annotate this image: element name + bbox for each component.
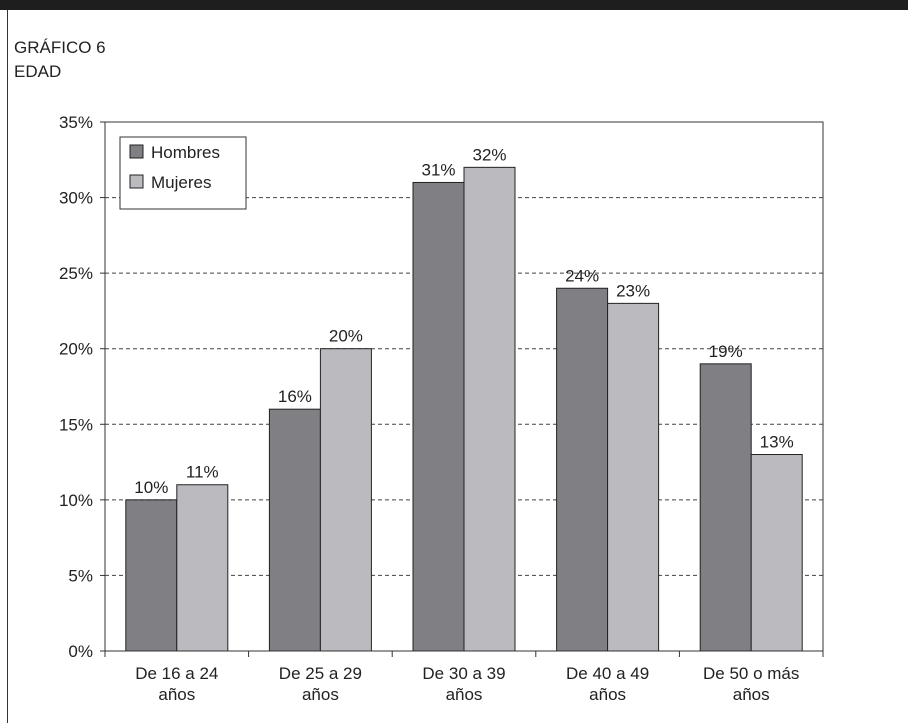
data-label: 13% [760,433,794,452]
x-category-label: años [589,685,626,704]
figure-label: GRÁFICO 6 [14,38,106,57]
data-label: 32% [472,145,506,164]
data-label: 23% [616,281,650,300]
bar-mujeres [463,166,516,652]
y-tick-label: 35% [59,113,93,132]
top-border-bar [0,0,908,10]
x-category-label: De 50 o más [703,664,799,683]
x-category-label: De 40 a 49 [566,664,649,683]
y-tick-label: 20% [59,340,93,359]
x-category-label: años [446,685,483,704]
bar-hombres [699,363,752,652]
data-label: 31% [421,160,455,179]
figure-title: EDAD [14,62,62,81]
x-category-label: De 16 a 24 [135,664,218,683]
bar-hombres [556,287,609,652]
bar-hombres [412,181,465,652]
legend-label: Hombres [151,143,220,162]
y-tick-label: 5% [68,566,93,585]
legend-swatch-mujeres [129,174,144,189]
frame-left-rule [7,10,8,723]
legend-swatch-hombres [129,144,144,159]
bar-mujeres [607,302,660,652]
bar-mujeres [319,348,372,652]
data-label: 20% [329,327,363,346]
plot-border [104,121,824,652]
x-category-label: años [158,685,195,704]
data-label: 19% [709,342,743,361]
bar-hombres [268,408,321,652]
data-label: 10% [134,478,168,497]
bar-mujeres [176,484,229,652]
data-label: 24% [565,266,599,285]
y-tick-label: 30% [59,189,93,208]
y-tick-label: 25% [59,264,93,283]
x-category-label: años [302,685,339,704]
bar-hombres [125,499,178,652]
y-tick-label: 10% [59,491,93,510]
x-category-label: De 30 a 39 [422,664,505,683]
x-category-label: años [733,685,770,704]
bar-mujeres [750,454,803,652]
y-tick-label: 15% [59,415,93,434]
data-label: 16% [278,387,312,406]
figure-heading: GRÁFICO 6 EDAD [14,36,106,84]
legend-label: Mujeres [151,173,211,192]
y-tick-label: 0% [68,642,93,661]
x-category-label: De 25 a 29 [279,664,362,683]
data-label: 11% [186,463,219,482]
